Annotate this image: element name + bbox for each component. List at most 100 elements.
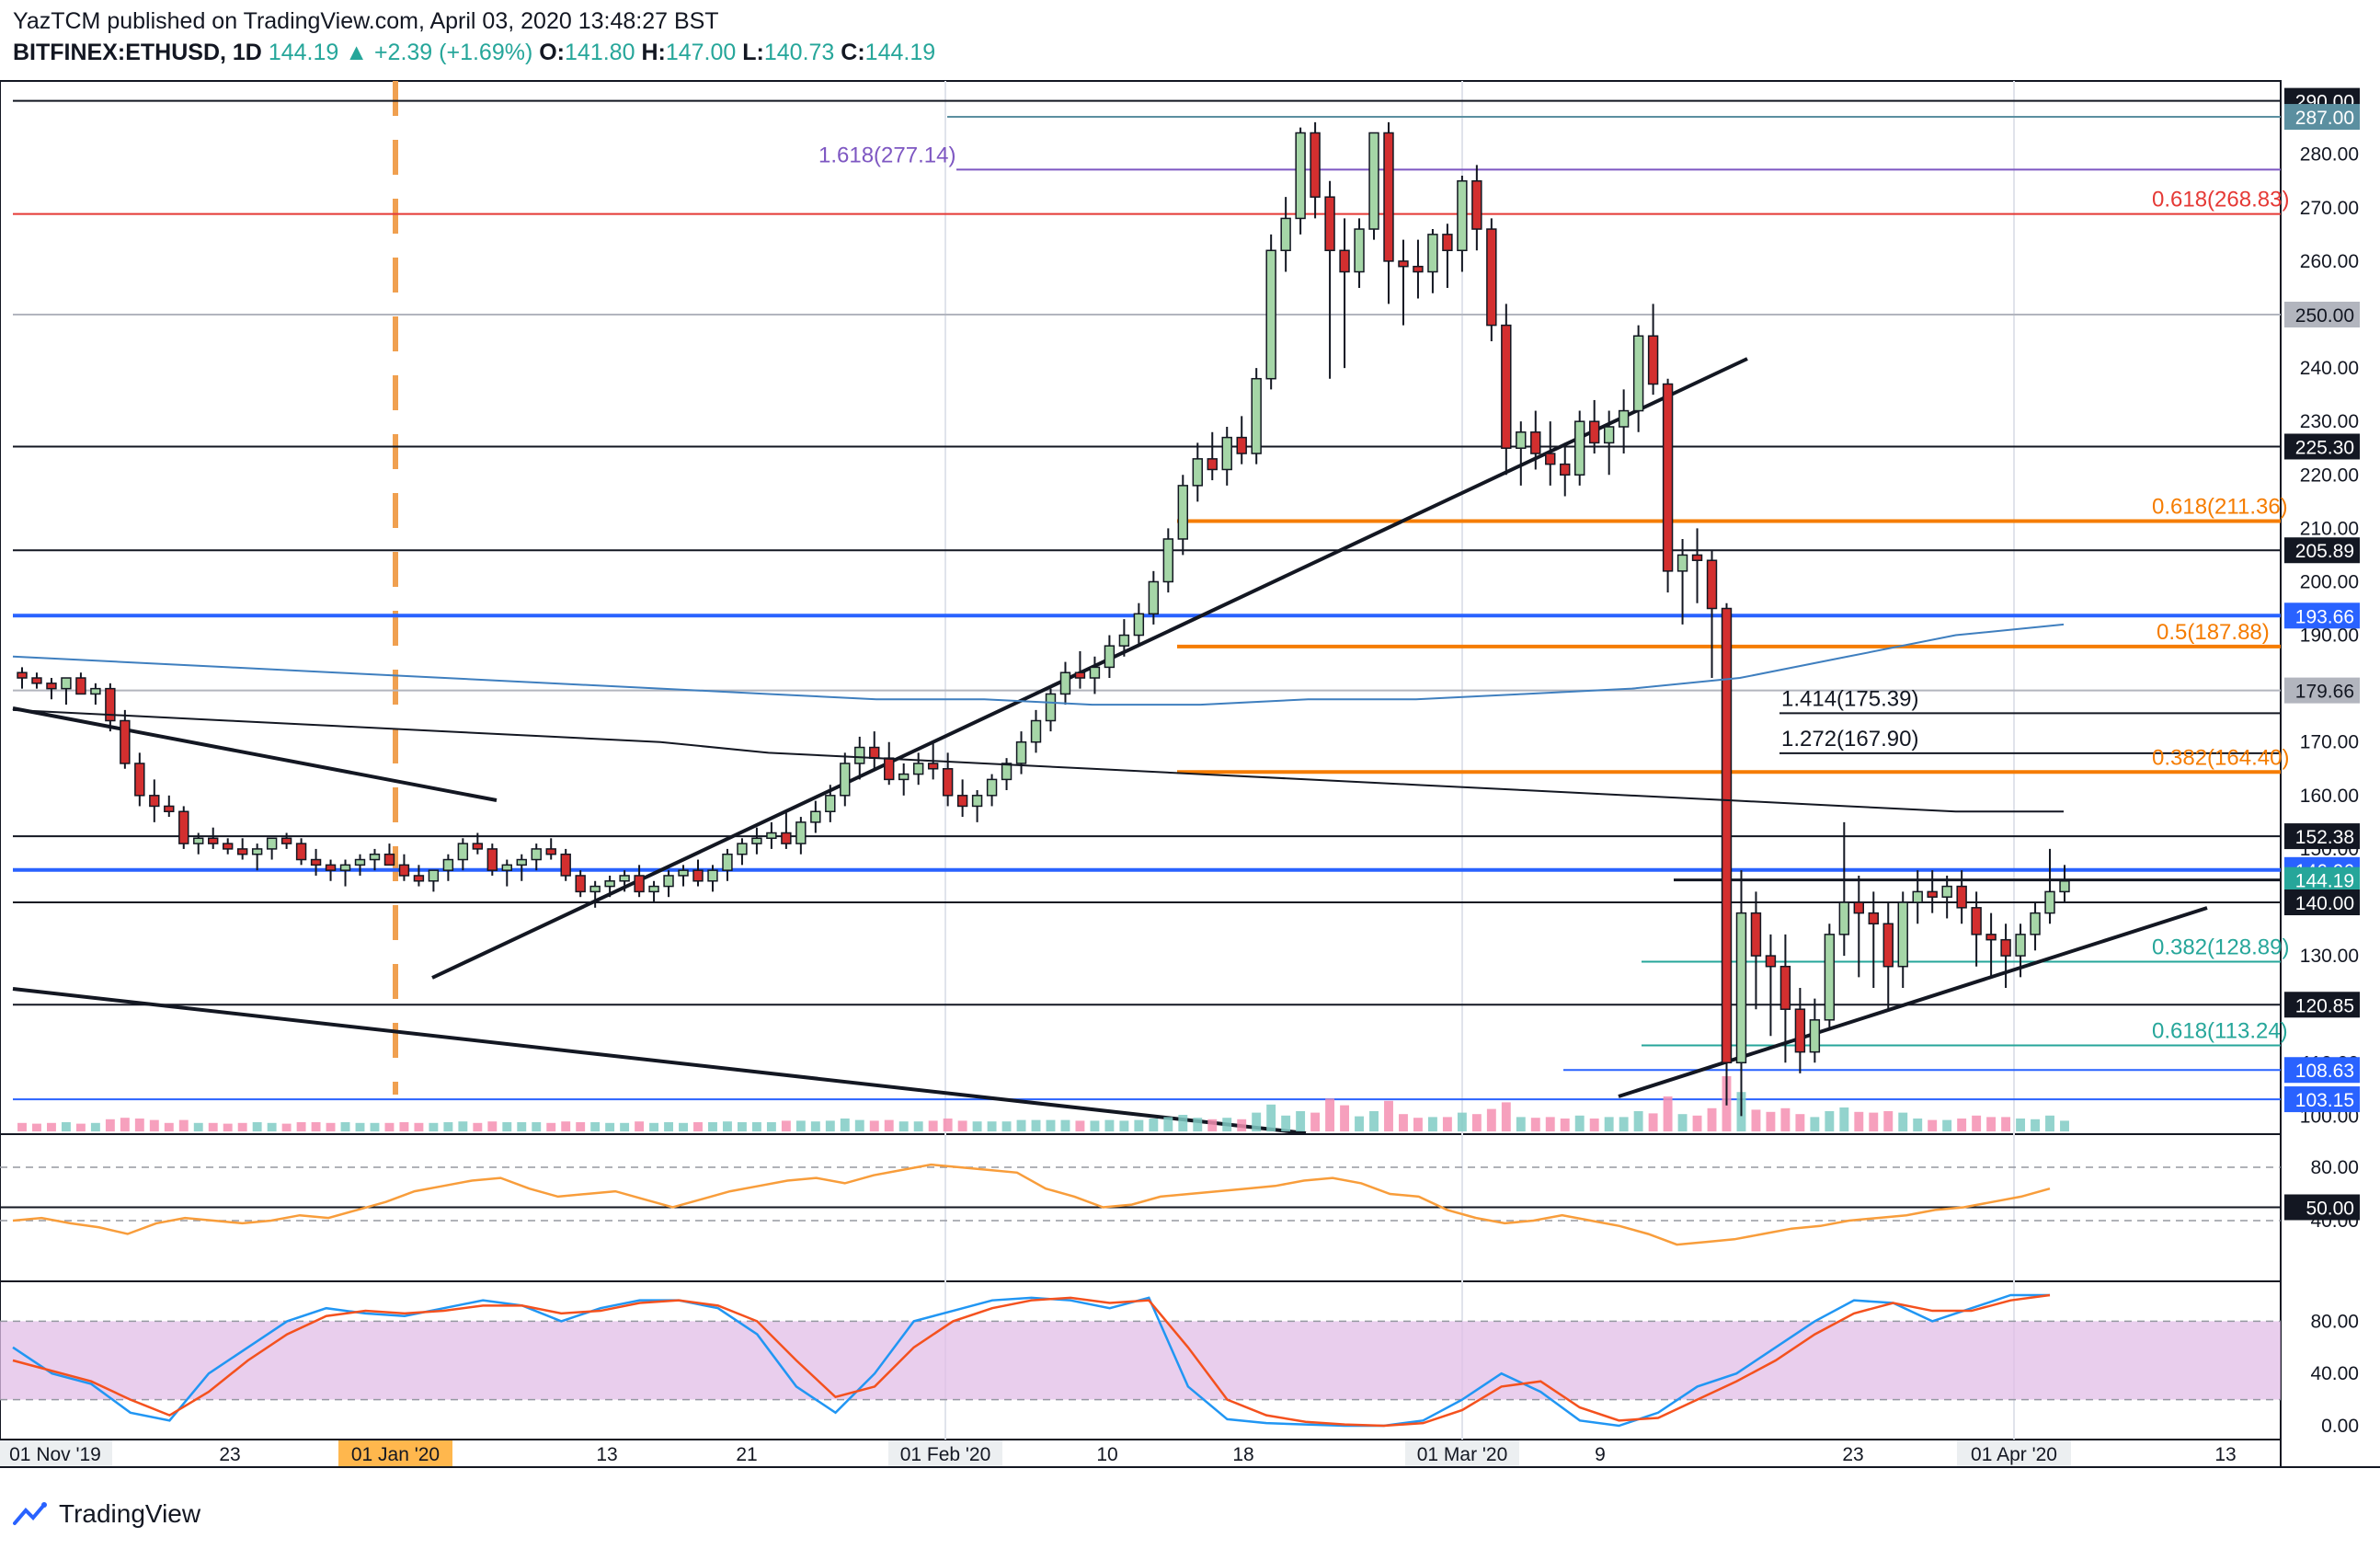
candle-body — [986, 778, 998, 797]
volume-bar — [90, 1122, 100, 1131]
price-tick-label: 200.00 — [2300, 571, 2359, 592]
candle — [1588, 399, 1600, 454]
price-chart[interactable]: 1.618(277.14) 0.618(268.83) 0.618(211.36) 0… — [0, 0, 2380, 1499]
candle-body — [295, 843, 307, 861]
volume-bar — [1296, 1111, 1306, 1131]
candle — [2044, 848, 2055, 924]
candle — [589, 880, 601, 908]
candle — [1030, 709, 1042, 753]
candle-body — [1015, 740, 1027, 764]
low-label: L: — [742, 40, 764, 65]
candle — [971, 790, 983, 822]
volume-bar — [561, 1121, 571, 1131]
volume-bar — [737, 1122, 747, 1131]
candle-body — [1516, 431, 1527, 449]
candle — [1516, 421, 1527, 486]
candle — [1251, 368, 1262, 465]
volume-bar — [355, 1122, 365, 1131]
volume-bar — [120, 1118, 130, 1131]
chart-header: YazTCM published on TradingView.com, Apr… — [13, 6, 935, 68]
volume-bar — [1325, 1098, 1335, 1131]
candle-body — [2030, 912, 2041, 935]
volume-bar — [1399, 1114, 1408, 1131]
trendline — [12, 706, 498, 802]
time-tick-label: 01 Apr '20 — [1971, 1444, 2057, 1465]
candle-body — [722, 853, 733, 871]
candle — [1310, 121, 1321, 219]
candle-body — [383, 853, 395, 866]
candle — [2030, 902, 2041, 951]
candle-body — [956, 795, 968, 808]
candle-body — [120, 719, 131, 764]
price-tick-label: 160.00 — [2300, 786, 2359, 807]
candle-body — [149, 795, 160, 808]
volume-bar — [605, 1122, 615, 1131]
volume-bar — [1427, 1117, 1437, 1131]
price-tick-label: 240.00 — [2300, 358, 2359, 379]
volume-bar — [149, 1119, 159, 1131]
level-tag-bg — [2284, 301, 2360, 327]
volume-bar — [326, 1122, 336, 1131]
candle — [1691, 528, 1703, 603]
candle — [619, 870, 630, 892]
candle-body — [1398, 260, 1409, 268]
candle — [501, 859, 512, 887]
candle — [1971, 891, 1982, 967]
candle-body — [1868, 912, 1879, 924]
level-tag-label: 140.00 — [2295, 893, 2354, 914]
volume-bar — [1766, 1111, 1776, 1131]
volume-bar — [1178, 1115, 1188, 1131]
volume-bar — [1560, 1119, 1570, 1131]
candle — [1779, 934, 1791, 1063]
candle — [840, 752, 851, 807]
volume-bar — [898, 1121, 909, 1131]
volume-bar — [237, 1122, 247, 1131]
candle-body — [193, 837, 204, 844]
open-value: 141.80 — [565, 40, 635, 65]
candle — [1927, 870, 1938, 913]
candle-body — [1280, 217, 1291, 252]
level-tag-label: 193.66 — [2295, 606, 2354, 627]
candle — [1486, 218, 1497, 342]
volume-bar — [532, 1122, 542, 1131]
price-tick-label: 280.00 — [2300, 144, 2359, 166]
candle-body — [442, 858, 454, 871]
candle — [251, 843, 263, 871]
candle-body — [1588, 420, 1600, 444]
candle-body — [692, 869, 704, 882]
volume-bar — [590, 1122, 601, 1131]
volume-bar — [987, 1121, 997, 1131]
candle-body — [678, 869, 689, 877]
candle-body — [339, 864, 351, 871]
rsi-tick-label: 80.00 — [2310, 1157, 2359, 1178]
fib-level-label: 0.382(128.89) — [2152, 935, 2289, 960]
candle-body — [46, 683, 57, 690]
candle-body — [1045, 693, 1057, 722]
volume-bar — [1310, 1112, 1321, 1131]
volume-bar — [208, 1122, 218, 1131]
volume-bar — [2045, 1115, 2054, 1131]
volume-bar — [1266, 1104, 1276, 1131]
time-tick-bg — [1405, 1440, 1519, 1466]
candle-body — [1207, 458, 1218, 471]
candle — [1824, 924, 1836, 1031]
candle-body — [1251, 377, 1262, 454]
volume-bar — [1252, 1112, 1262, 1131]
fib-level-label: 0.5(187.88) — [2157, 620, 2270, 645]
candle-body — [2000, 938, 2011, 957]
volume-bar — [664, 1122, 674, 1131]
candle-body — [17, 671, 28, 679]
symbol-name[interactable]: BITFINEX:ETHUSD, 1D — [13, 40, 262, 65]
level-tag-bg — [2284, 889, 2360, 916]
time-tick-label: 23 — [219, 1444, 240, 1465]
trendline — [12, 987, 1307, 1135]
candle — [1368, 132, 1379, 240]
footer-brand[interactable]: TradingView — [13, 1499, 200, 1529]
candle — [383, 843, 395, 866]
candle-body — [1779, 965, 1791, 1010]
candle — [61, 677, 72, 706]
volume-bar — [884, 1119, 894, 1131]
time-tick-label: 13 — [596, 1444, 617, 1465]
candle-body — [1838, 901, 1850, 935]
candle — [737, 838, 748, 866]
